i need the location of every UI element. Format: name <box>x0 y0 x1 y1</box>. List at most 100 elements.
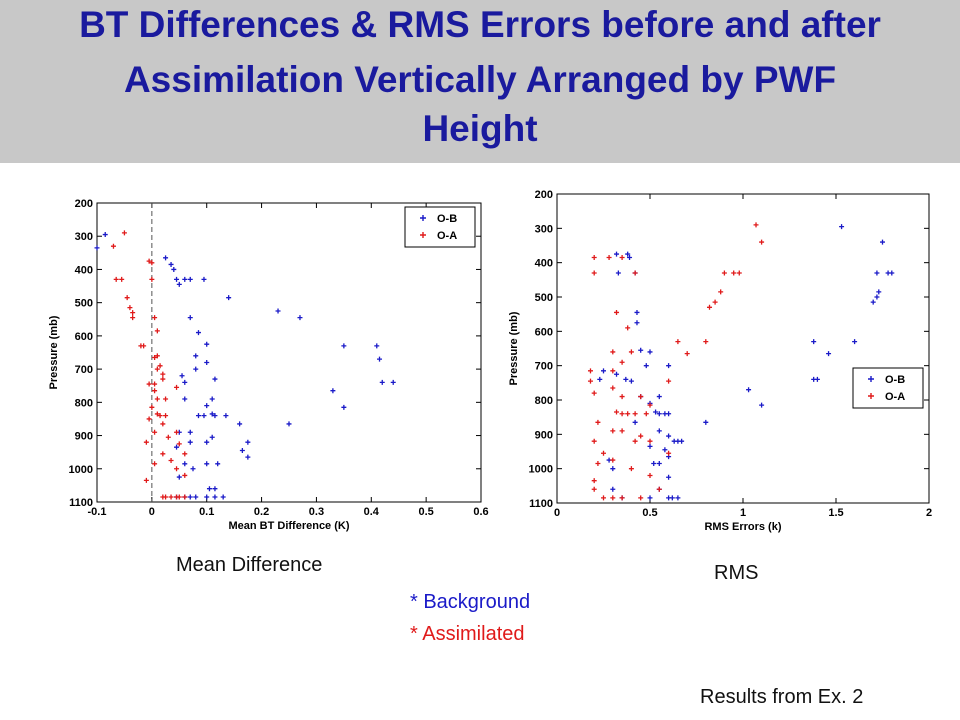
source-note: Results from Ex. 2 <box>700 686 864 708</box>
data-point-o-a <box>619 495 625 501</box>
data-point-o-a <box>160 371 166 377</box>
data-point-o-b <box>814 376 820 382</box>
data-point-o-a <box>182 451 188 457</box>
data-point-o-b <box>643 363 649 369</box>
x-tick-label: 0.5 <box>642 507 657 519</box>
data-point-o-a <box>721 270 727 276</box>
data-point-o-b <box>187 315 193 321</box>
data-point-o-a <box>619 394 625 400</box>
data-point-o-b <box>625 251 631 257</box>
data-point-o-b <box>874 270 880 276</box>
y-tick-label: 200 <box>75 198 93 210</box>
data-point-o-a <box>759 239 765 245</box>
data-point-o-a <box>157 363 163 369</box>
data-point-o-b <box>204 403 210 409</box>
data-point-o-b <box>204 461 210 467</box>
data-point-o-a <box>176 494 182 500</box>
data-point-o-b <box>215 461 221 467</box>
data-point-o-b <box>870 299 876 305</box>
plot-frame <box>556 193 930 504</box>
data-point-o-a <box>149 260 155 266</box>
y-tick-label: 900 <box>535 429 553 441</box>
data-point-o-a <box>152 388 158 394</box>
y-tick-label: 200 <box>535 189 553 201</box>
data-point-o-b <box>193 494 199 500</box>
data-point-o-a <box>130 315 136 321</box>
data-point-o-b <box>212 494 218 500</box>
data-point-o-b <box>811 339 817 345</box>
data-point-o-a <box>163 413 169 419</box>
data-point-o-b <box>666 454 672 460</box>
data-point-o-a <box>591 486 597 492</box>
data-point-o-a <box>154 353 160 359</box>
data-point-o-b <box>195 413 201 419</box>
data-point-o-a <box>619 359 625 365</box>
data-point-o-b <box>193 353 199 359</box>
data-point-o-b <box>182 379 188 385</box>
data-point-o-b <box>390 379 396 385</box>
data-point-o-b <box>182 461 188 467</box>
data-point-o-a <box>666 450 672 456</box>
data-point-o-b <box>176 429 182 435</box>
data-point-o-a <box>625 411 631 417</box>
y-axis-label: Pressure (mb) <box>508 311 520 385</box>
data-point-o-b <box>885 270 891 276</box>
data-point-o-a <box>647 438 653 444</box>
data-point-o-b <box>212 486 218 492</box>
data-point-o-b <box>662 447 668 453</box>
data-point-o-b <box>811 376 817 382</box>
data-point-o-b <box>102 232 108 238</box>
data-point-o-b <box>212 376 218 382</box>
data-point-o-b <box>638 394 644 400</box>
data-point-o-a <box>143 477 149 483</box>
x-tick-label: 0.6 <box>473 506 488 518</box>
data-point-o-b <box>666 433 672 439</box>
data-point-o-b <box>614 371 620 377</box>
data-point-o-b <box>632 419 638 425</box>
x-tick-label: 0.3 <box>309 506 324 518</box>
title-banner: BT Differences & RMS Errors before and a… <box>0 0 960 163</box>
data-point-o-b <box>163 255 169 261</box>
data-point-o-a <box>628 349 634 355</box>
data-point-o-b <box>182 396 188 402</box>
data-point-o-a <box>619 428 625 434</box>
data-point-o-b <box>666 363 672 369</box>
data-point-o-b <box>647 495 653 501</box>
data-point-o-a <box>684 351 690 357</box>
caption-rms: RMS <box>714 562 759 584</box>
x-tick-label: -0.1 <box>88 506 107 518</box>
data-point-o-b <box>876 289 882 295</box>
data-point-o-a <box>157 413 163 419</box>
data-point-o-b <box>675 495 681 501</box>
data-point-o-b <box>880 239 885 245</box>
data-point-o-a <box>152 381 158 387</box>
data-point-o-a <box>643 411 649 417</box>
y-tick-label: 800 <box>535 395 553 407</box>
legend-label: O-A <box>437 230 457 242</box>
data-point-o-b <box>94 245 100 251</box>
data-point-o-a <box>160 376 166 382</box>
data-point-o-b <box>204 341 210 347</box>
data-point-o-a <box>146 381 152 387</box>
data-point-o-b <box>341 343 347 349</box>
data-point-o-b <box>839 224 845 230</box>
data-point-o-b <box>615 270 621 276</box>
data-point-o-b <box>653 409 659 415</box>
data-point-o-b <box>746 387 752 393</box>
data-point-o-a <box>703 339 709 345</box>
data-point-o-b <box>647 349 653 355</box>
y-tick-label: 1000 <box>529 464 553 476</box>
data-point-o-b <box>201 413 207 419</box>
data-point-o-b <box>209 396 215 402</box>
y-tick-label: 1000 <box>69 464 93 476</box>
data-point-o-b <box>826 351 832 357</box>
data-point-o-a <box>174 466 180 472</box>
data-point-o-a <box>168 494 174 500</box>
data-point-o-b <box>174 494 180 500</box>
y-tick-label: 500 <box>535 292 553 304</box>
data-point-o-b <box>204 439 210 445</box>
data-point-o-b <box>193 366 199 372</box>
data-point-o-a <box>154 396 160 402</box>
y-tick-label: 300 <box>535 223 553 235</box>
legend-marker <box>868 393 874 399</box>
